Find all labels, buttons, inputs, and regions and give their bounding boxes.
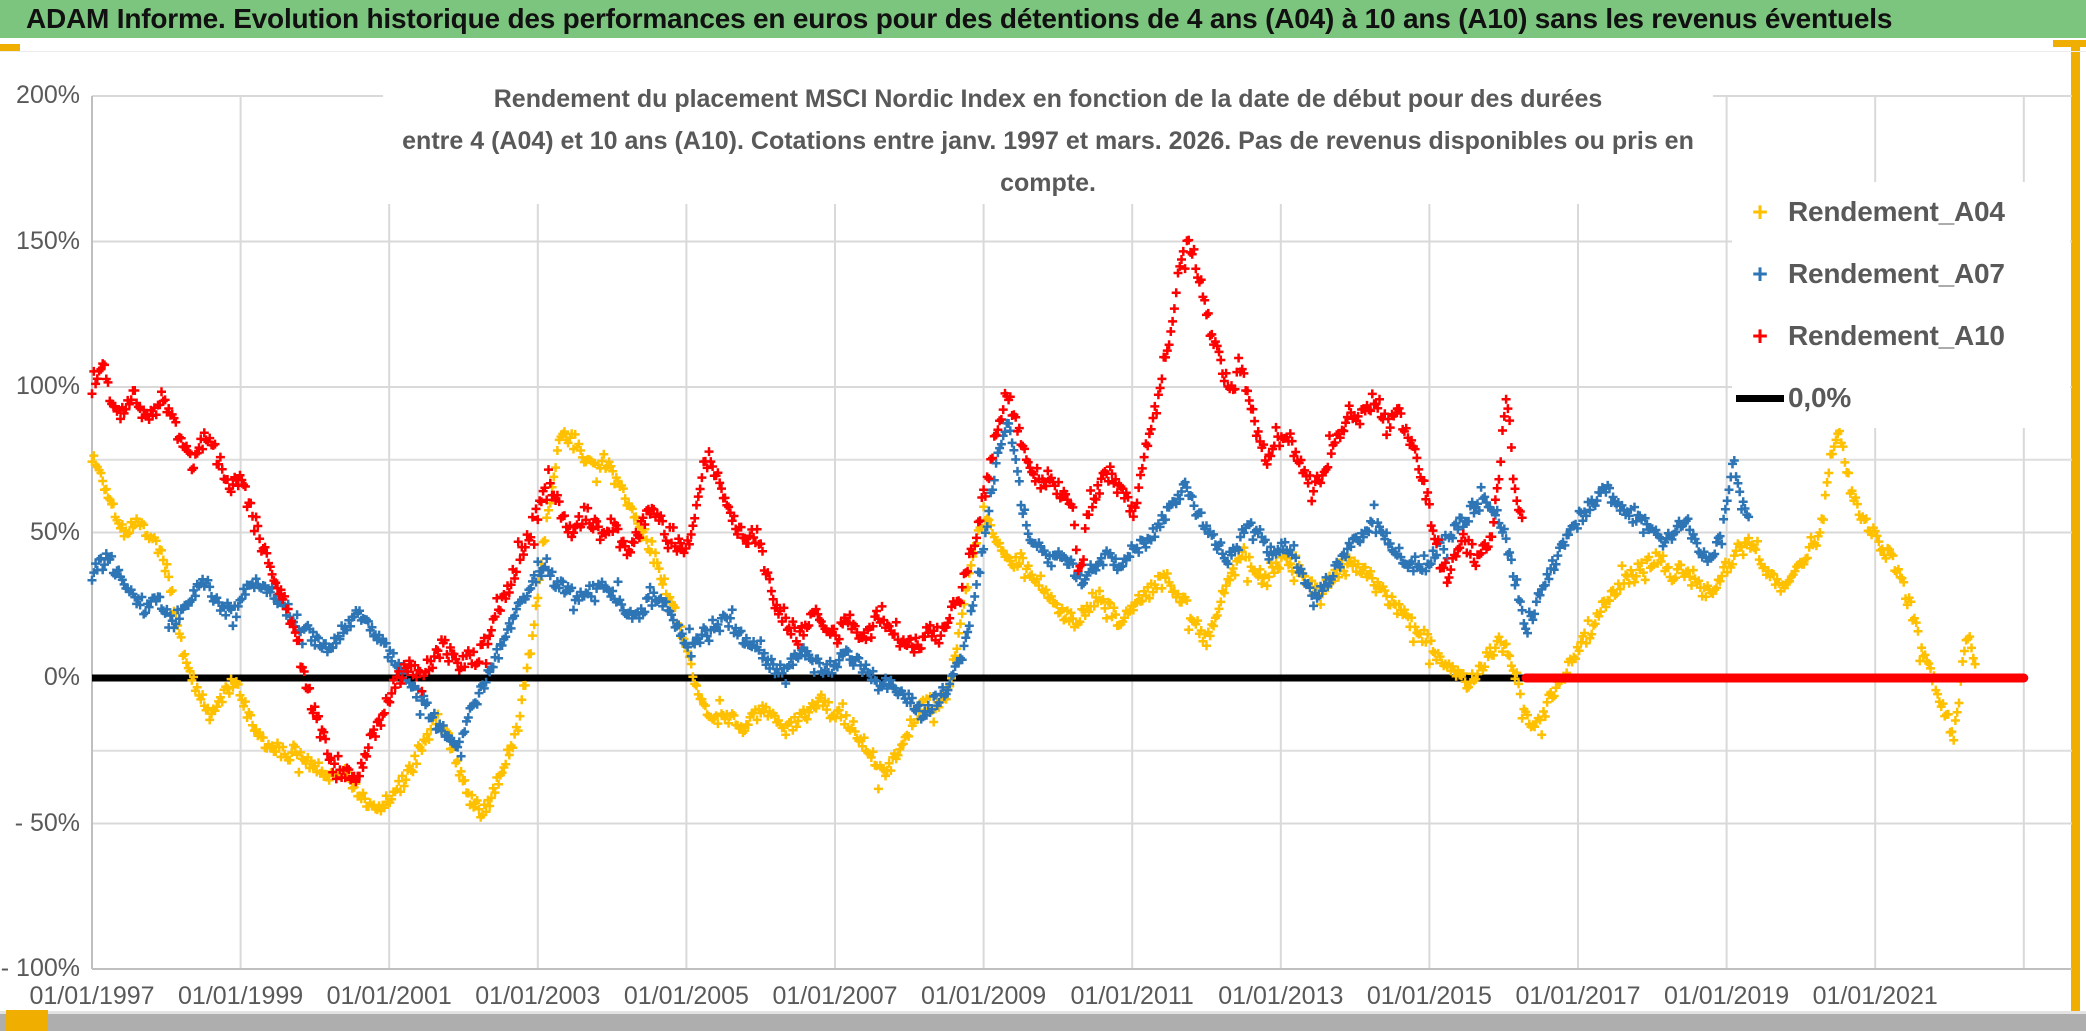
sheet-row-divider [0,51,2086,52]
y-axis-label: - 100% [0,954,80,982]
plus-marker-icon: + [1752,320,1768,351]
x-axis-label: 01/01/2017 [1515,982,1641,1010]
legend-item-zero-line[interactable]: 0,0% [1732,370,2070,426]
legend-label: 0,0% [1788,382,1852,413]
gold-accent-top-right [2053,40,2086,47]
gold-accent-top-left [0,44,20,51]
legend-label: Rendement_A04 [1788,196,2005,227]
x-axis-label: 01/01/1997 [29,982,155,1010]
legend-item-a07[interactable]: + Rendement_A07 [1732,246,2070,302]
bottom-band-edge [0,1011,2086,1014]
chart-legend: + Rendement_A04 + Rendement_A07 + Rendem… [1732,182,2070,428]
chart-title: Rendement du placement MSCI Nordic Index… [383,78,1713,204]
header-bar: ADAM Informe. Evolution historique des p… [0,0,2086,38]
x-axis-label: 01/01/2013 [1218,982,1344,1010]
x-axis-label: 01/01/1999 [178,982,304,1010]
plus-marker-icon: + [1752,258,1768,289]
legend-label: Rendement_A10 [1788,320,2005,351]
gold-accent-right-strip [2071,44,2080,1031]
zero-line-sample-icon [1736,394,1784,402]
header-title: ADAM Informe. Evolution historique des p… [26,3,1893,34]
bottom-scroll-band [0,1014,2086,1031]
x-axis-label: 01/01/2015 [1366,982,1492,1010]
chart-title-line2: entre 4 (A04) et 10 ans (A10). Cotations… [402,127,1694,197]
legend-label: Rendement_A07 [1788,258,2005,289]
chart-title-line1: Rendement du placement MSCI Nordic Index… [493,85,1603,113]
legend-item-a04[interactable]: + Rendement_A04 [1732,184,2070,240]
x-axis-label: 01/01/2009 [921,982,1047,1010]
x-axis-label: 01/01/2011 [1070,982,1194,1010]
gold-accent-bottom-left [6,1010,48,1031]
y-axis-label: 50% [29,517,80,546]
x-axis-label: 01/01/2005 [623,982,749,1010]
y-axis-label: 100% [16,372,80,400]
x-axis-label: 01/01/2007 [772,982,898,1010]
y-axis-label: - 50% [14,808,80,837]
x-axis-label: 01/01/2021 [1812,982,1938,1010]
y-axis-label: 200% [16,81,80,109]
x-axis-label: 01/01/2001 [326,982,452,1010]
y-axis-label: 0% [43,663,80,691]
y-axis-label: 150% [16,226,80,255]
plus-marker-icon: + [1752,196,1768,227]
legend-item-a10[interactable]: + Rendement_A10 [1732,308,2070,364]
x-axis-label: 01/01/2003 [475,982,601,1010]
x-axis-label: 01/01/2019 [1664,982,1790,1010]
